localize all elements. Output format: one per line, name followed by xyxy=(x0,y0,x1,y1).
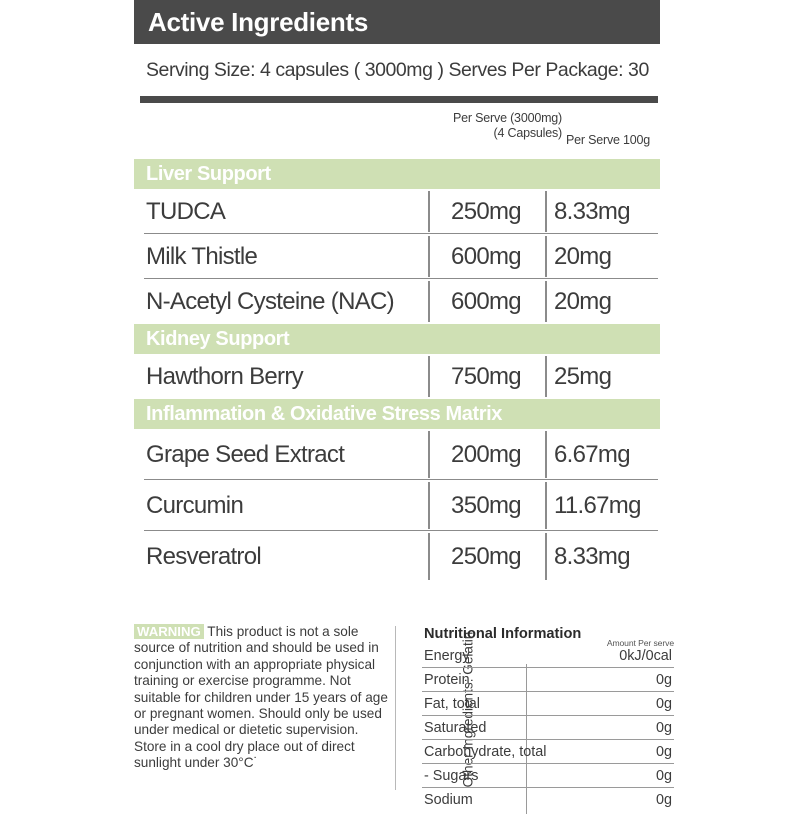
ingredient-per-100g-value: 8.33mg xyxy=(554,542,631,570)
ingredient-name: Milk Thistle xyxy=(146,242,258,270)
nutrition-amount-header: Amount Per serve xyxy=(606,638,674,648)
nutritional-information-block: Nutritional Information Amount Per serve… xyxy=(422,624,674,814)
ingredient-name: Resveratrol xyxy=(146,542,262,570)
nutrition-value: 0g xyxy=(655,743,672,760)
ingredient-row: Milk Thistle 600mg 20mg xyxy=(134,234,660,279)
thick-divider-rule xyxy=(140,96,658,103)
nutrition-value: 0g xyxy=(655,792,672,808)
nutrition-row: Energy 0kJ/0cal xyxy=(422,644,674,668)
column-header-per-100g: Per Serve 100g xyxy=(566,133,651,147)
section-band-label: Liver Support xyxy=(146,162,271,185)
nutrition-table: Energy 0kJ/0cal Protein 0g Fat, total 0g Satur… xyxy=(422,644,674,814)
cell-divider xyxy=(545,533,547,580)
ingredient-per-100g-value: 8.33mg xyxy=(554,197,631,225)
ingredient-per-100g-value: 11.67mg xyxy=(554,491,641,519)
ingredient-name: Hawthorn Berry xyxy=(146,362,304,390)
nutrition-label: Protein xyxy=(424,671,470,688)
section-band: Kidney Support xyxy=(134,324,660,354)
ingredient-name: TUDCA xyxy=(146,197,226,225)
cell-divider xyxy=(428,281,430,322)
nutrition-row: Fat, total 0g xyxy=(422,692,674,716)
ingredient-row: TUDCA 250mg 8.33mg xyxy=(134,189,660,234)
section-band: Liver Support xyxy=(134,159,660,189)
page-title: Active Ingredients xyxy=(148,6,368,37)
row-underline xyxy=(144,529,658,531)
ingredient-name: N-Acetyl Cysteine (NAC) xyxy=(146,287,395,315)
warning-block: WARNING This product is not a sole sourc… xyxy=(134,624,390,772)
nutrition-row: Sodium 0g xyxy=(422,788,674,812)
nutrition-label: - Sugars xyxy=(424,767,479,784)
warning-badge: WARNING xyxy=(134,624,204,639)
ingredient-row: Resveratrol 250mg 8.33mg xyxy=(134,531,660,582)
nutrition-row: Saturated 0g xyxy=(422,716,674,740)
column-header-per-serve-line2: (4 Capsules) xyxy=(493,126,563,140)
ingredient-name: Grape Seed Extract xyxy=(146,440,345,468)
nutrition-row: Protein 0g xyxy=(422,668,674,692)
serving-size-text: Serving Size: 4 capsules ( 3000mg ) Serv… xyxy=(146,58,649,81)
ingredient-per-100g-value: 20mg xyxy=(554,242,612,270)
ingredient-per-serve-value: 250mg xyxy=(451,197,522,225)
serving-size-row: Serving Size: 4 capsules ( 3000mg ) Serv… xyxy=(134,44,660,96)
cell-divider xyxy=(545,236,547,277)
section-band-label: Inflammation & Oxidative Stress Matrix xyxy=(146,402,503,425)
ingredient-per-serve-value: 350mg xyxy=(451,491,522,519)
nutrition-label: Energy xyxy=(424,647,470,664)
row-underline xyxy=(144,232,658,234)
nutrition-value: 0g xyxy=(655,695,672,712)
nutrition-value: 0g xyxy=(655,767,672,784)
section-band: Inflammation & Oxidative Stress Matrix xyxy=(134,399,660,429)
nutrition-label: Fat, total xyxy=(424,695,480,712)
column-header-per-serve: Per Serve (3000mg) (4 Capsules) xyxy=(422,111,562,141)
ingredient-per-serve-value: 600mg xyxy=(451,287,522,315)
column-headers: Per Serve (3000mg) (4 Capsules) Per Serv… xyxy=(134,103,660,159)
nutrition-row: - Sugars 0g xyxy=(422,764,674,788)
ingredient-row: N-Acetyl Cysteine (NAC) 600mg 20mg xyxy=(134,279,660,324)
cell-divider xyxy=(428,236,430,277)
ingredient-sections: Liver Support TUDCA 250mg 8.33mg Milk Thistl… xyxy=(134,159,660,582)
column-header-per-serve-line1: Per Serve (3000mg) xyxy=(453,111,562,125)
cell-divider xyxy=(545,431,547,478)
ingredient-per-serve-value: 750mg xyxy=(451,362,522,390)
nutrition-title: Nutritional Information xyxy=(424,626,582,642)
ingredient-per-serve-value: 600mg xyxy=(451,242,522,270)
cell-divider xyxy=(428,191,430,232)
cell-divider xyxy=(545,191,547,232)
ingredient-per-100g-value: 25mg xyxy=(554,362,612,390)
cell-divider xyxy=(545,281,547,322)
warning-paragraph-1: WARNING This product is not a sole sourc… xyxy=(134,624,390,739)
cell-divider xyxy=(428,431,430,478)
warning-text-1: This product is not a sole source of nut… xyxy=(134,624,388,738)
ingredient-per-serve-value: 250mg xyxy=(451,542,522,570)
ingredient-per-serve-value: 200mg xyxy=(451,440,522,468)
cell-divider xyxy=(428,482,430,529)
ingredient-per-100g-value: 20mg xyxy=(554,287,612,315)
nutrition-label: Saturated xyxy=(424,719,487,736)
footer-area: WARNING This product is not a sole sourc… xyxy=(134,624,674,814)
row-underline xyxy=(144,478,658,480)
ingredient-per-100g-value: 6.67mg xyxy=(554,440,631,468)
cell-divider xyxy=(545,482,547,529)
nutrition-row: Carbohydrate, total 0g xyxy=(422,740,674,764)
cell-divider xyxy=(545,356,547,397)
section-band-label: Kidney Support xyxy=(146,327,290,350)
nutrition-label: Sodium xyxy=(424,792,473,808)
nutrition-value: 0g xyxy=(655,671,672,688)
cell-divider xyxy=(428,533,430,580)
ingredient-row: Grape Seed Extract 200mg 6.67mg xyxy=(134,429,660,480)
nutrition-label: Carbohydrate, total xyxy=(424,743,547,760)
panel-title-bar: Active Ingredients xyxy=(134,0,660,44)
supplement-facts-panel: Active Ingredients Serving Size: 4 capsu… xyxy=(134,0,660,582)
ingredient-row: Curcumin 350mg 11.67mg xyxy=(134,480,660,531)
nutrition-value: 0g xyxy=(655,719,672,736)
footer-vertical-divider xyxy=(395,626,397,790)
ingredient-row: Hawthorn Berry 750mg 25mg xyxy=(134,354,660,399)
warning-paragraph-2: Store in a cool dry place out of direct … xyxy=(134,738,355,771)
nutrition-rows: Energy 0kJ/0cal Protein 0g Fat, total 0g Satur… xyxy=(422,644,674,812)
nutrition-value: 0kJ/0cal xyxy=(619,647,672,664)
row-underline xyxy=(144,277,658,279)
cell-divider xyxy=(428,356,430,397)
ingredient-name: Curcumin xyxy=(146,491,244,519)
